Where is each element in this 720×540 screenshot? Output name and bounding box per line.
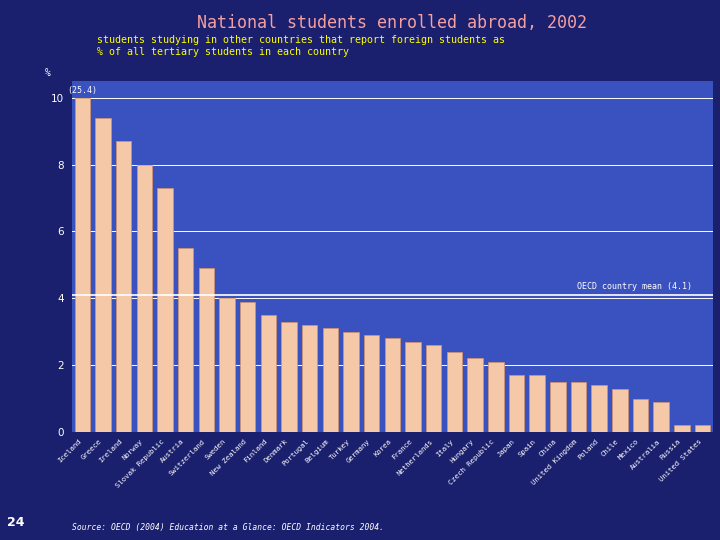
Bar	[633, 399, 648, 432]
Bar	[157, 188, 173, 432]
Bar	[571, 382, 586, 432]
Bar	[550, 382, 565, 432]
Bar	[240, 302, 256, 432]
Text: National students enrolled abroad, 2002: National students enrolled abroad, 2002	[197, 14, 588, 31]
Bar	[137, 165, 152, 432]
Bar	[178, 248, 194, 432]
Bar	[199, 268, 214, 432]
Bar	[695, 426, 710, 432]
Bar	[591, 385, 607, 432]
Text: Source: OECD (2004) Education at a Glance: OECD Indicators 2004.: Source: OECD (2004) Education at a Glanc…	[72, 523, 384, 532]
Bar	[488, 362, 503, 432]
Bar	[446, 352, 462, 432]
Bar	[529, 375, 545, 432]
Bar	[426, 345, 441, 432]
Bar	[674, 426, 690, 432]
Text: (25.4): (25.4)	[68, 86, 97, 95]
Bar	[220, 298, 235, 432]
Bar	[343, 332, 359, 432]
Text: OECD country mean (4.1): OECD country mean (4.1)	[577, 282, 692, 291]
Bar	[75, 98, 90, 432]
Bar	[405, 342, 420, 432]
Bar	[508, 375, 524, 432]
Bar	[612, 389, 628, 432]
Text: %: %	[45, 68, 51, 78]
Bar	[653, 402, 669, 432]
Bar	[302, 325, 318, 432]
Bar	[467, 359, 483, 432]
Bar	[95, 118, 111, 432]
Bar	[261, 315, 276, 432]
Bar	[323, 328, 338, 432]
Bar	[384, 339, 400, 432]
Bar	[116, 141, 132, 432]
Text: 24: 24	[7, 516, 24, 529]
Text: students studying in other countries that report foreign students as
% of all te: students studying in other countries tha…	[97, 35, 505, 57]
Bar	[282, 322, 297, 432]
Bar	[364, 335, 379, 432]
